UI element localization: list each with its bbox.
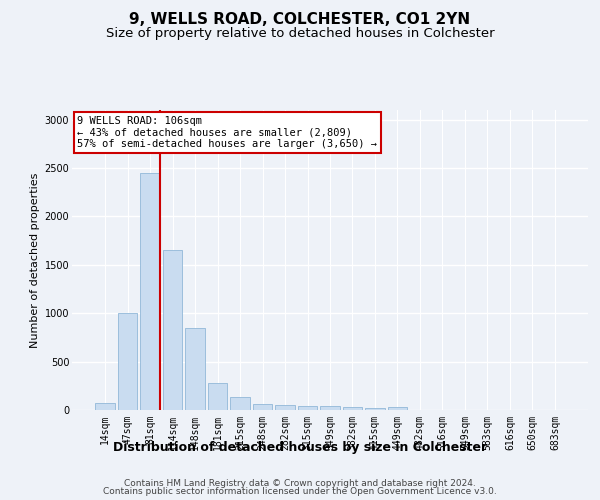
Bar bbox=[185, 328, 205, 410]
Text: Contains public sector information licensed under the Open Government Licence v3: Contains public sector information licen… bbox=[103, 487, 497, 496]
Bar bbox=[365, 408, 385, 410]
Text: Distribution of detached houses by size in Colchester: Distribution of detached houses by size … bbox=[113, 441, 487, 454]
Bar bbox=[388, 406, 407, 410]
Text: 9 WELLS ROAD: 106sqm
← 43% of detached houses are smaller (2,809)
57% of semi-de: 9 WELLS ROAD: 106sqm ← 43% of detached h… bbox=[77, 116, 377, 149]
Bar bbox=[95, 402, 115, 410]
Text: 9, WELLS ROAD, COLCHESTER, CO1 2YN: 9, WELLS ROAD, COLCHESTER, CO1 2YN bbox=[130, 12, 470, 28]
Bar bbox=[230, 398, 250, 410]
Bar bbox=[163, 250, 182, 410]
Y-axis label: Number of detached properties: Number of detached properties bbox=[31, 172, 40, 348]
Bar bbox=[118, 313, 137, 410]
Text: Size of property relative to detached houses in Colchester: Size of property relative to detached ho… bbox=[106, 28, 494, 40]
Bar bbox=[140, 173, 160, 410]
Bar bbox=[275, 405, 295, 410]
Bar bbox=[343, 407, 362, 410]
Bar bbox=[298, 406, 317, 410]
Text: Contains HM Land Registry data © Crown copyright and database right 2024.: Contains HM Land Registry data © Crown c… bbox=[124, 478, 476, 488]
Bar bbox=[253, 404, 272, 410]
Bar bbox=[320, 406, 340, 410]
Bar bbox=[208, 383, 227, 410]
